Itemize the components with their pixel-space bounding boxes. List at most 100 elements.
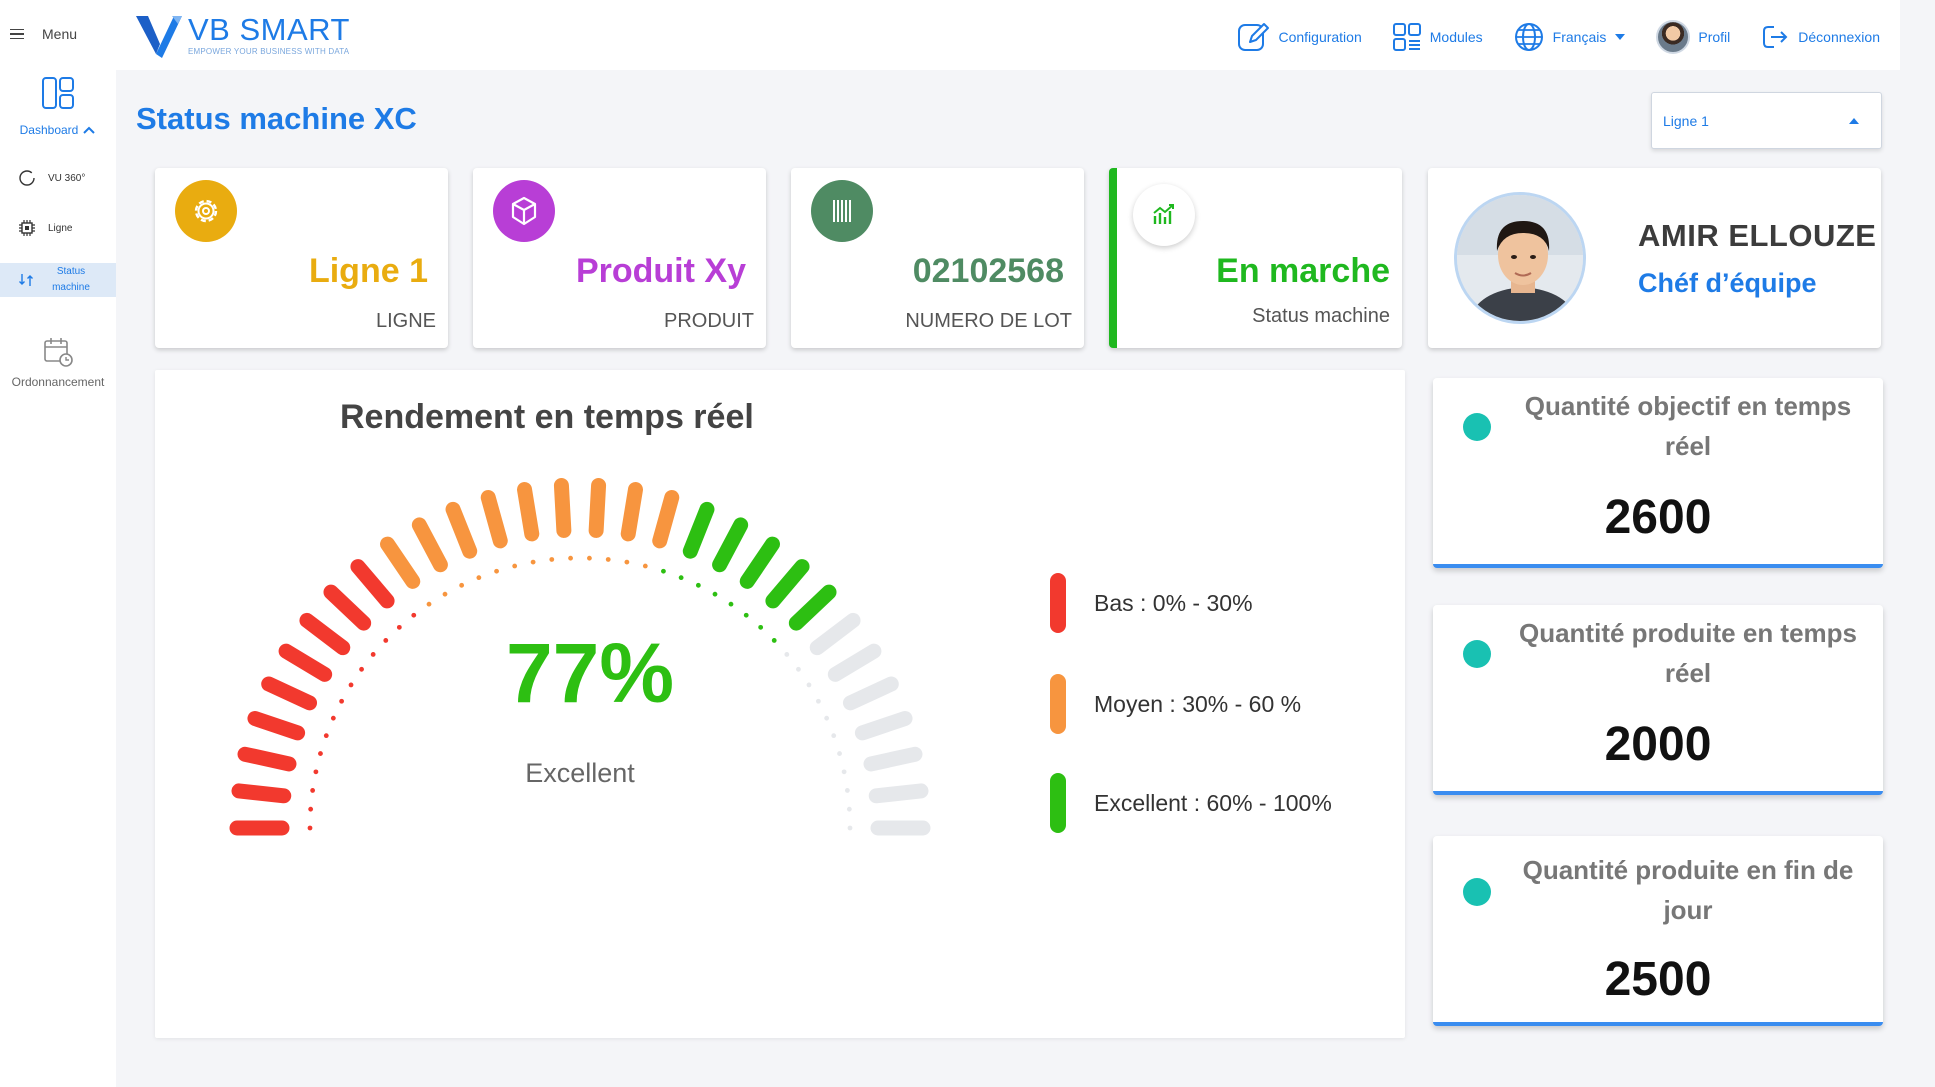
gauge-dot: [771, 638, 777, 643]
gauge-status: Excellent: [525, 758, 635, 788]
legend-item-excellent: Excellent : 60% - 100%: [1050, 773, 1332, 833]
language-select[interactable]: Français: [1513, 21, 1627, 53]
circle-icon: [19, 170, 35, 186]
info-card-value: En marche: [1216, 252, 1390, 290]
nav-configuration-label: Configuration: [1278, 29, 1362, 45]
gauge-tick: [247, 710, 306, 741]
kpi-title: Quantité produite en fin de jour: [1522, 855, 1854, 925]
gauge-dot: [330, 715, 336, 721]
gauge-panel: Rendement en temps réel 77% Excellent Ba…: [155, 370, 1405, 1038]
sidebar-item-dashboard[interactable]: Dashboard: [0, 76, 116, 137]
gauge-dot: [442, 591, 448, 597]
gauge-tick: [620, 482, 643, 542]
gauge-chart: 77% Excellent: [229, 478, 931, 836]
gauge-dot: [758, 624, 764, 630]
gauge-dot: [743, 612, 749, 618]
nav-profile[interactable]: Profil: [1656, 20, 1730, 54]
gauge-dot: [426, 601, 432, 607]
logo-title: VB SMART: [188, 12, 350, 47]
gauge-dot: [824, 715, 830, 721]
gauge-dot: [841, 769, 847, 775]
gauge-dot: [847, 825, 853, 831]
gauge-dot: [844, 788, 850, 793]
gauge-dot: [661, 568, 666, 574]
gauge-tick: [231, 783, 292, 804]
gauge-value: 77%: [506, 626, 674, 720]
gauge-tick: [842, 676, 899, 711]
gauge-tick: [739, 536, 780, 589]
legend-label: Moyen : 30% - 60 %: [1094, 690, 1302, 717]
info-card-label: Status machine: [1252, 305, 1390, 327]
gauge-dot: [318, 751, 323, 756]
nav-logout[interactable]: Déconnexion: [1760, 22, 1880, 52]
sidebar-item-label: VU 360°: [48, 172, 86, 184]
gauge-dot: [846, 806, 852, 812]
gauge-dot: [806, 682, 812, 688]
gauge-dot: [512, 563, 518, 569]
gauge-dot: [383, 638, 389, 643]
sidebar: Menu Dashboard VU 360° Ligne Status mach…: [0, 0, 116, 1087]
barcode-icon: [811, 180, 873, 242]
info-card-value: Produit Xy: [575, 252, 746, 290]
gauge-tick: [863, 746, 923, 772]
kpi-dot: [1463, 413, 1491, 441]
menu-toggle[interactable]: Menu: [10, 26, 77, 42]
gauge-dot: [712, 591, 718, 597]
gauge-dot: [313, 769, 319, 775]
modules-icon: [1392, 23, 1421, 51]
sidebar-item-label: Ligne: [48, 222, 73, 234]
gauge-dot: [411, 612, 417, 618]
nav-logout-label: Déconnexion: [1798, 29, 1880, 45]
gauge-dot: [310, 788, 316, 793]
gauge-dot: [624, 559, 630, 565]
profile-name: AMIR ELLOUZE: [1638, 218, 1877, 253]
hamburger-icon: [10, 28, 24, 40]
gauge-dot: [323, 733, 329, 739]
gauge-dot: [642, 563, 648, 569]
kpi-dot: [1463, 878, 1491, 906]
gauge-dot: [359, 666, 364, 672]
gauge-title: Rendement en temps réel: [340, 398, 754, 436]
legend-pill: [1050, 573, 1066, 633]
gauge-dot: [815, 698, 821, 704]
gauge-tick: [868, 783, 929, 804]
gauge-dot: [307, 825, 313, 831]
sidebar-item-ligne[interactable]: Ligne: [0, 210, 116, 246]
gauge-tick: [827, 643, 882, 682]
legend-label: Excellent : 60% - 100%: [1094, 789, 1332, 816]
chevron-up-icon: [83, 126, 96, 134]
sidebar-item-vu360[interactable]: VU 360°: [0, 160, 116, 196]
gauge-tick: [788, 584, 837, 631]
gauge-tick: [765, 559, 810, 609]
nav-configuration[interactable]: Configuration: [1236, 20, 1362, 54]
top-bar: VB SMART EMPOWER YOUR BUSINESS WITH DATA…: [116, 0, 1900, 70]
logo-tagline: EMPOWER YOUR BUSINESS WITH DATA: [188, 47, 350, 56]
logo[interactable]: VB SMART EMPOWER YOUR BUSINESS WITH DATA: [134, 14, 350, 58]
gauge-tick: [411, 517, 448, 573]
profile-role: Chéf d’équipe: [1638, 268, 1817, 298]
gauge-tick: [809, 612, 861, 656]
kpi-title: Quantité produite en temps réel: [1518, 618, 1858, 688]
gauge-tick: [278, 643, 333, 682]
info-card-status: En marche Status machine: [1109, 168, 1402, 348]
kpi-value: 2500: [1604, 953, 1712, 1006]
gauge-tick: [652, 490, 680, 549]
line-select[interactable]: Ligne 1: [1651, 92, 1882, 149]
dashboard-icon: [42, 77, 74, 109]
caret-up-icon: [1849, 117, 1859, 124]
gauge-tick: [480, 490, 508, 549]
gauge-tick: [854, 710, 913, 741]
gauge-tick: [350, 559, 395, 609]
kpi-card-produite: Quantité produite en temps réel 2000: [1433, 605, 1883, 795]
sidebar-item-status-machine[interactable]: Status machine: [0, 263, 116, 297]
sidebar-schedule-label: Ordonnancement: [11, 375, 105, 389]
sidebar-item-ordonnancement[interactable]: Ordonnancement: [0, 336, 116, 389]
nav-modules-label: Modules: [1429, 29, 1483, 45]
nav-modules[interactable]: Modules: [1392, 22, 1483, 52]
calendar-clock-icon: [44, 338, 73, 367]
cube-icon: [493, 180, 555, 242]
chip-icon: [19, 220, 35, 236]
kpi-value: 2000: [1604, 718, 1712, 771]
gauge-dot: [308, 806, 314, 812]
legend-item-moyen: Moyen : 30% - 60 %: [1050, 674, 1301, 734]
